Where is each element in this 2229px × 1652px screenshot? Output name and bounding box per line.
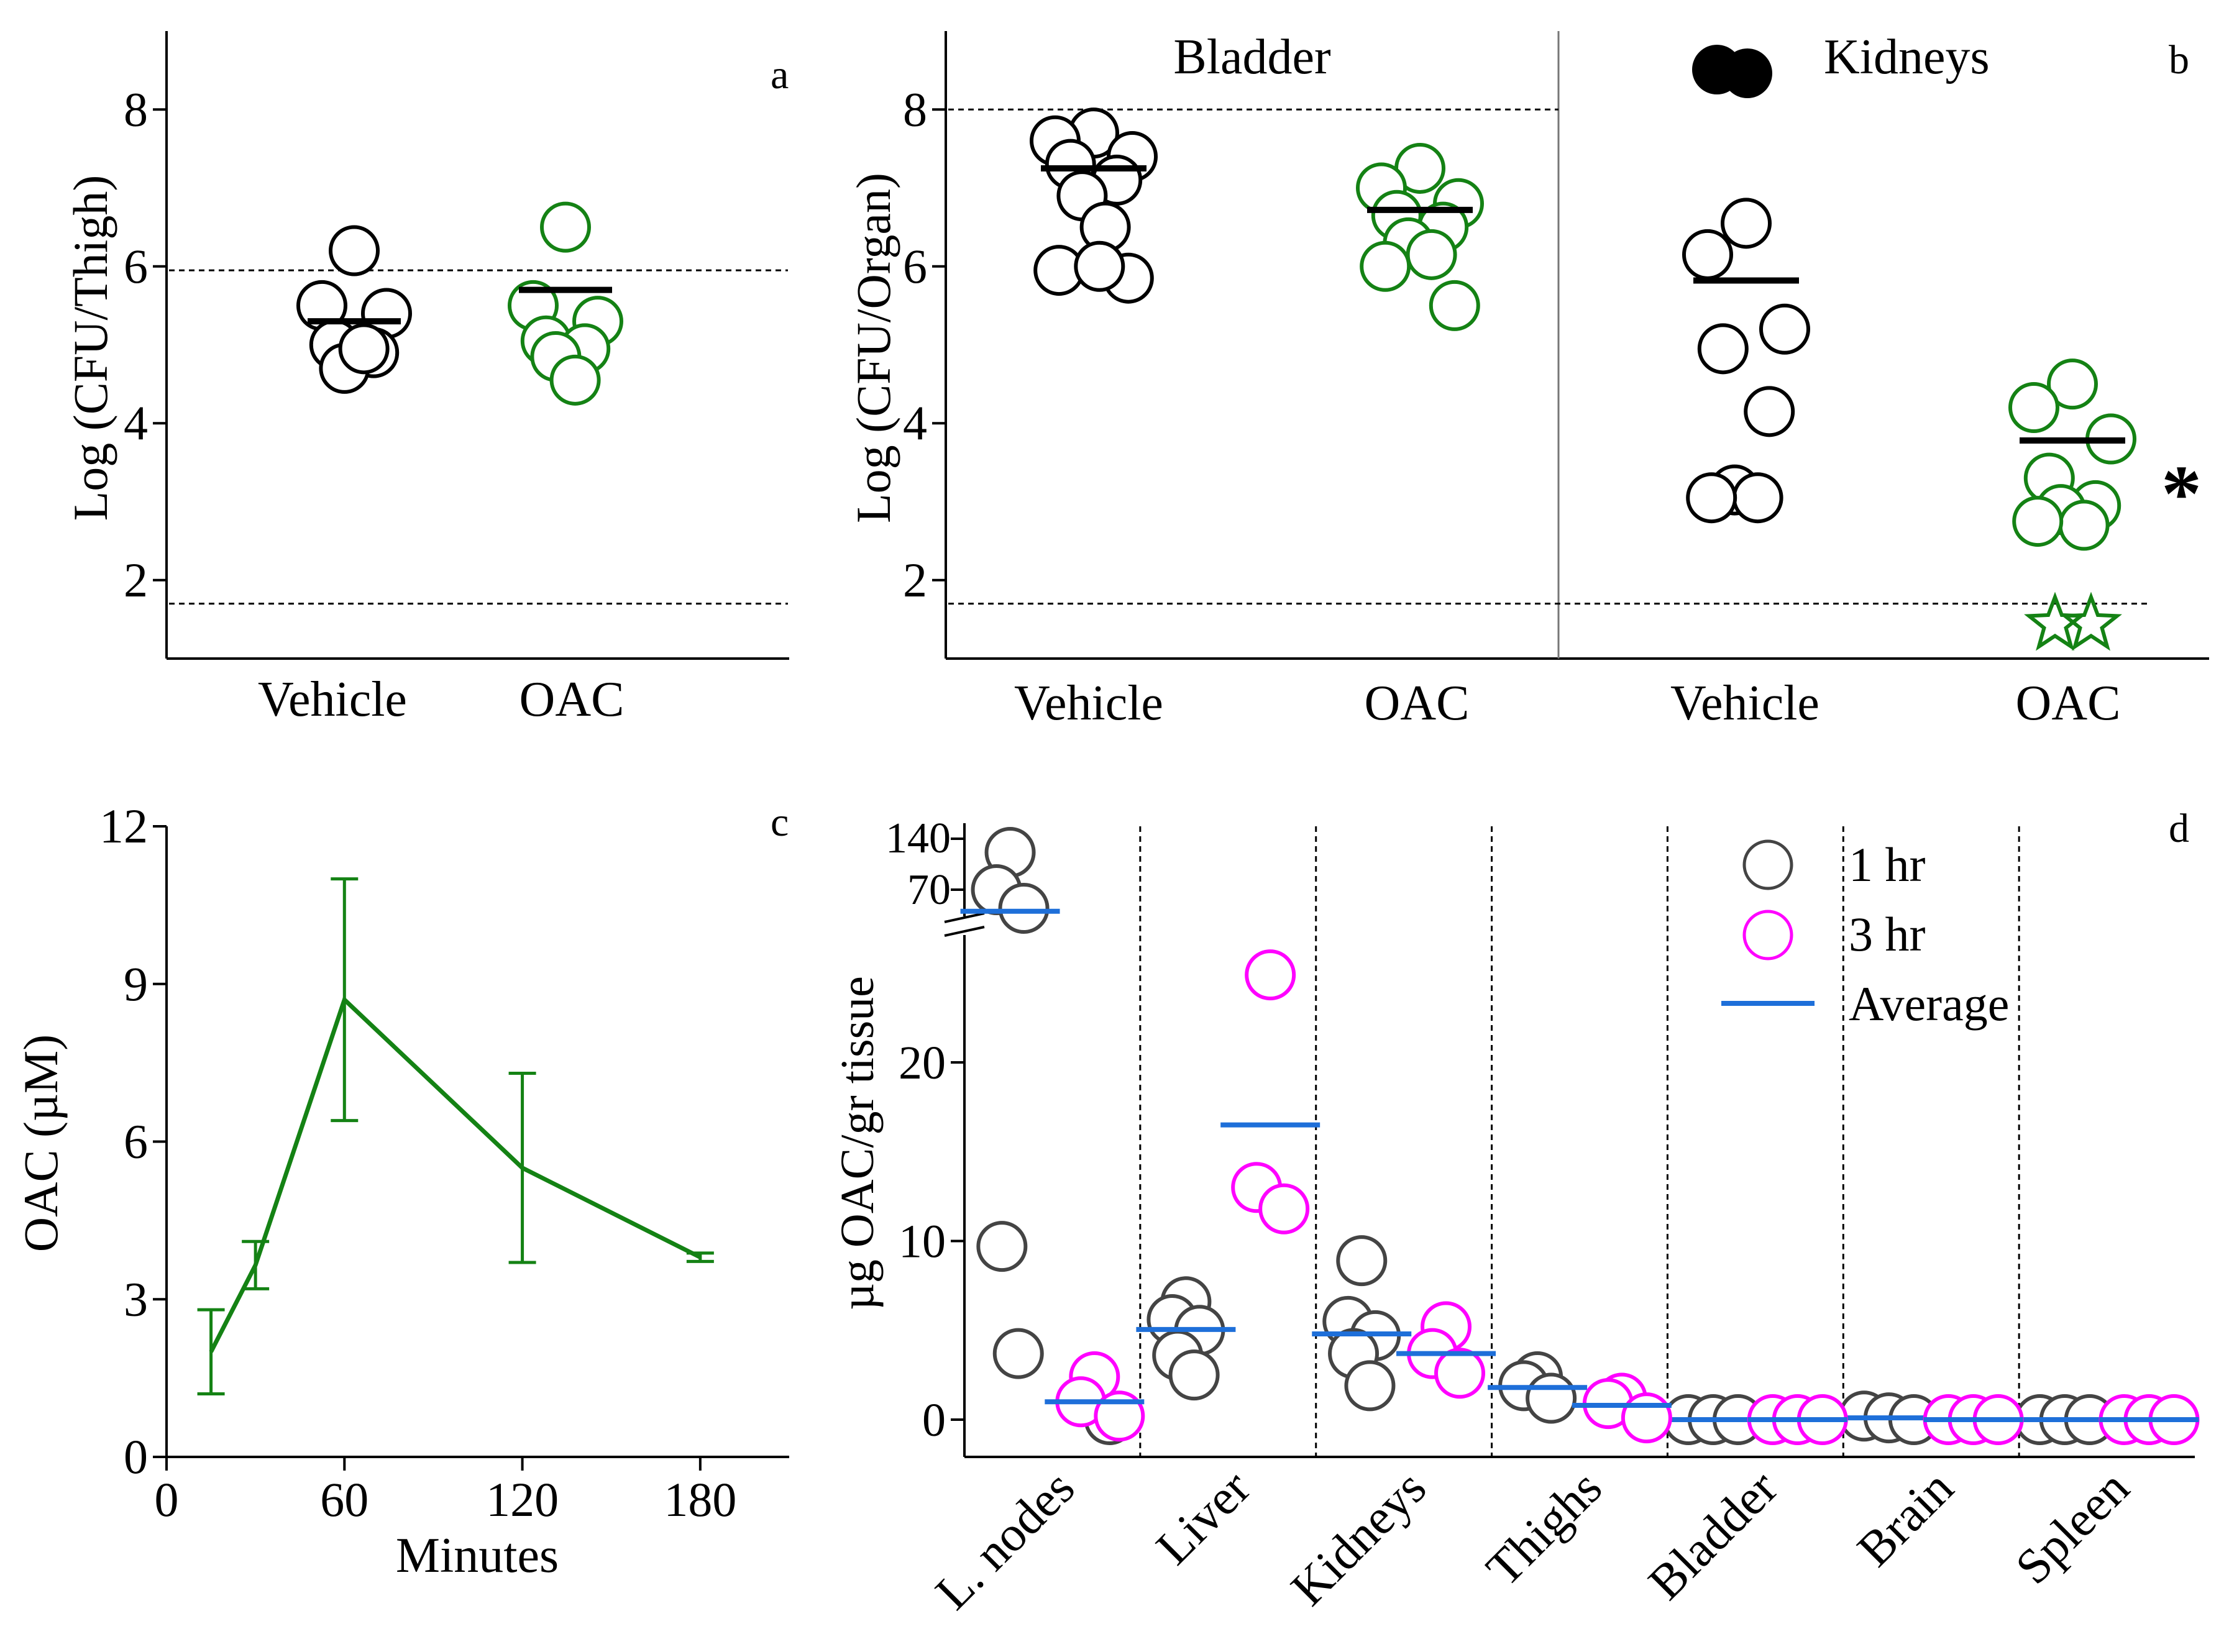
panel-b-point [1759,303,1810,355]
kidneys-icon [1692,45,1772,98]
panel-b-y-tick: 8 [903,82,927,136]
panel-d-x-tick: Bladder [1638,1461,1788,1610]
panel-b-marks: 2 4 6 8 [903,82,2147,651]
panel-b-group-bladder: Bladder [1173,30,1330,84]
significance-asterisk: * [2161,449,2202,539]
panel-d-point [1621,1392,1672,1444]
panel-b-point [2008,382,2059,433]
panel-b-x-tick-kidneys-oac: OAC [2016,676,2121,731]
panel-c-x-label: Minutes [396,1528,559,1583]
panel-a-point [338,323,390,375]
panel-d-x-tick: Spleen [2005,1461,2140,1595]
panel-c-y-tick: 0 [124,1430,148,1484]
panel-b-point [1686,472,1737,524]
panel-d-y-tick-140: 140 [886,815,951,862]
panel-a-y-tick: 4 [124,396,148,450]
panel-d-point [1336,1235,1388,1287]
panel-d-y-label: µg OAC/gr tissue [831,976,884,1310]
panel-b-x-tick-bladder-vehicle: Vehicle [1014,676,1163,731]
panel-d-point [1168,1349,1220,1401]
panel-d-x-tick: Thighs [1476,1461,1612,1597]
panel-d-y-tick: 10 [899,1216,946,1268]
panel-b-point [1721,198,1772,249]
panel-b-letter: b [2169,37,2189,83]
panel-c-letter: c [771,800,789,845]
panel-a: a Log (CFU/Thigh) Vehicle OAC 2 4 6 8 [63,31,789,727]
panel-d-y-tick-70: 70 [907,866,951,914]
panel-b-point [1429,280,1480,331]
panel-d-point [1258,1183,1310,1234]
panel-d-point [1434,1348,1486,1399]
legend-3hr-marker [1742,910,1793,961]
panel-c-y-tick: 9 [124,957,148,1011]
panel-a-marks: 2 4 6 8 [124,82,788,607]
panel-b-point [2058,500,2110,551]
panel-d-point [976,1221,1028,1272]
panel-b-x-tick-kidneys-vehicle: Vehicle [1670,676,1819,731]
panel-b-x-tick-bladder-oac: OAC [1365,676,1470,731]
panel-b-point [1682,229,1733,280]
legend-average-label: Average [1849,977,2009,1031]
panel-d: d µg OAC/gr tissue 140 70 1 hr 3 hr Aver… [831,806,2200,1620]
panel-c-x-tick: 0 [155,1472,179,1527]
panel-c-series-line [209,995,702,1353]
panel-a-y-label: Log (CFU/Thigh) [63,175,117,521]
panel-c-y-tick: 12 [99,799,148,853]
panel-b-below-limit-star [2060,591,2122,651]
panel-c-x-tick: 180 [664,1472,736,1527]
panel-a-point [540,201,591,253]
panel-b: b Bladder Kidneys Log (CFU/Organ) Vehicl… [846,30,2209,731]
panel-a-y-tick: 6 [124,239,148,293]
panel-b-point [2012,496,2064,547]
panel-b-point [1074,240,1125,292]
panel-b-y-tick: 2 [903,553,927,607]
panel-d-y-tick: 20 [899,1037,946,1089]
panel-d-point [1245,949,1296,1001]
panel-b-y-label: Log (CFU/Organ) [846,173,900,523]
panel-d-x-tick: Kidneys [1281,1461,1437,1617]
axis-break-marks [944,912,985,937]
legend-1hr-label: 1 hr [1849,837,1926,892]
legend: 1 hr 3 hr Average [1721,837,2009,1031]
panel-d-x-tick: L. nodes [925,1461,1085,1620]
panel-b-point [1406,229,1457,280]
panel-b-group-kidneys: Kidneys [1824,30,1990,84]
panel-a-y-tick: 8 [124,82,148,136]
panel-c-x-tick: 120 [486,1472,559,1527]
panel-a-point [329,225,380,276]
panel-c-y-tick: 6 [124,1115,148,1169]
panel-a-point [549,354,601,406]
panel-d-letter: d [2169,806,2189,851]
panel-b-point [1744,386,1795,437]
panel-c-y-tick: 3 [124,1272,148,1326]
legend-1hr-marker [1742,839,1793,890]
panel-b-y-tick: 6 [903,239,927,293]
panel-a-x-tick-oac: OAC [519,672,625,727]
panel-b-point [1360,240,1411,292]
panel-b-point [1697,323,1749,375]
panel-d-point [1526,1372,1577,1424]
panel-b-point [2047,358,2098,410]
panel-d-point [998,883,1050,934]
panel-c-y-label: OAC (µM) [14,1034,68,1252]
panel-a-y-tick: 2 [124,553,148,607]
panel-a-letter: a [771,52,789,98]
panel-b-y-tick: 4 [903,396,927,450]
panel-d-x-tick: Liver [1146,1461,1261,1576]
legend-3hr-label: 3 hr [1849,907,1926,961]
panel-d-x-tick: Brain [1847,1461,1964,1577]
panel-d-point [992,1328,1044,1379]
panel-a-x-tick-vehicle: Vehicle [258,672,407,727]
panel-d-marks: 0 10 20 L. nodes Liver Kidneys Thighs Bladder Br… [899,826,2200,1620]
panel-b-point [1732,472,1783,524]
panel-d-y-tick: 0 [922,1394,946,1446]
panel-c-x-tick: 60 [320,1472,368,1527]
panel-d-point [1344,1360,1396,1412]
